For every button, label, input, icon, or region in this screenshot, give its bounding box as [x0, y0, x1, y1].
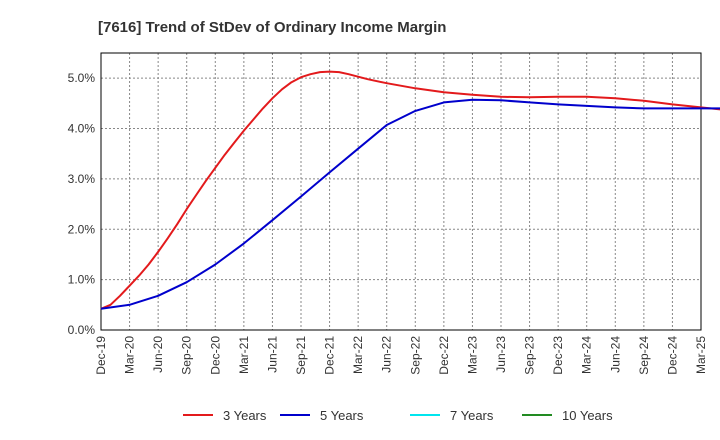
x-tick-label: Jun-22 — [380, 336, 394, 373]
chart-title: [7616] Trend of StDev of Ordinary Income… — [98, 19, 446, 36]
x-tick-label: Dec-24 — [665, 336, 679, 375]
x-tick-label: Jun-23 — [494, 336, 508, 373]
plot-area-frame — [100, 52, 702, 331]
x-tick-label: Sep-24 — [637, 336, 651, 375]
x-tick-label: Jun-21 — [265, 336, 279, 373]
x-tick-label: Dec-23 — [551, 336, 565, 375]
x-tick-label: Mar-23 — [465, 336, 479, 374]
y-tick-label: 1.0% — [68, 273, 96, 287]
x-tick-label: Jun-24 — [608, 336, 622, 373]
x-tick-label: Sep-21 — [294, 336, 308, 375]
x-tick-label: Mar-20 — [123, 336, 137, 374]
series-line-5-years — [100, 98, 720, 310]
y-axis: 0.0% 1.0% 2.0% 3.0% 4.0% 5.0% — [68, 71, 96, 337]
x-tick-label: Jun-20 — [151, 336, 165, 373]
legend-label: 5 Years — [320, 408, 364, 423]
legend-label: 3 Years — [223, 408, 267, 423]
y-tick-label: 2.0% — [68, 222, 96, 236]
x-tick-label: Dec-20 — [208, 336, 222, 375]
x-tick-label: Dec-21 — [323, 336, 337, 375]
x-tick-label: Mar-21 — [237, 336, 251, 374]
x-tick-label: Mar-22 — [351, 336, 365, 374]
x-tick-label: Sep-22 — [408, 336, 422, 375]
legend-label: 7 Years — [450, 408, 494, 423]
series-lines — [100, 70, 720, 310]
legend-label: 10 Years — [562, 408, 613, 423]
x-tick-label: Sep-23 — [523, 336, 537, 375]
chart-gridlines — [101, 53, 701, 330]
x-tick-label: Sep-20 — [180, 336, 194, 375]
legend: 3 Years 5 Years 7 Years 10 Years — [183, 408, 613, 423]
x-tick-label: Dec-19 — [94, 336, 108, 375]
y-tick-label: 3.0% — [68, 172, 96, 186]
x-tick-label: Mar-24 — [580, 336, 594, 374]
x-tick-label: Mar-25 — [694, 336, 708, 374]
y-tick-label: 4.0% — [68, 122, 96, 136]
x-tick-label: Dec-22 — [437, 336, 451, 375]
y-tick-label: 0.0% — [68, 323, 96, 337]
y-tick-label: 5.0% — [68, 71, 96, 85]
x-axis: Dec-19 Mar-20 Jun-20 Sep-20 Dec-20 Mar-21 Jun-… — [94, 336, 708, 375]
